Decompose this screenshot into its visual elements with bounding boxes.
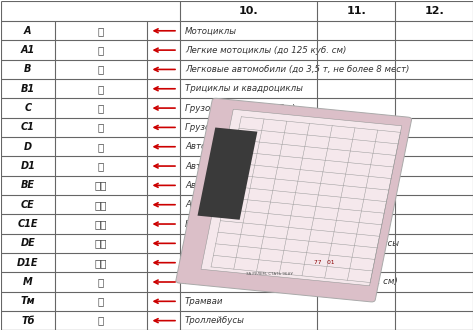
Text: Тб: Тб xyxy=(21,316,35,326)
Text: Трициклы и квадроциклы: Трициклы и квадроциклы xyxy=(185,84,303,93)
Text: 🚋: 🚋 xyxy=(98,296,104,306)
Text: 10.: 10. xyxy=(239,6,259,16)
Text: 🏍: 🏍 xyxy=(98,26,104,36)
Text: A: A xyxy=(24,26,32,36)
Text: 🚌🚚: 🚌🚚 xyxy=(95,258,108,268)
Text: 🛵: 🛵 xyxy=(98,277,104,287)
Text: Легкие мотоциклы (до 125 куб. см): Легкие мотоциклы (до 125 куб. см) xyxy=(185,46,346,55)
Text: 12.: 12. xyxy=(424,6,444,16)
Text: Грузовики (свыше 3,5 т): Грузовики (свыше 3,5 т) xyxy=(185,104,295,113)
Text: Мотоциклы: Мотоциклы xyxy=(185,26,237,35)
Text: 🚌: 🚌 xyxy=(98,142,104,152)
Text: 🚌🚚: 🚌🚚 xyxy=(95,238,108,248)
Text: C1E: C1E xyxy=(18,219,38,229)
Text: D: D xyxy=(24,142,32,152)
Text: C1: C1 xyxy=(21,122,35,132)
Text: 🚚: 🚚 xyxy=(98,84,104,94)
Text: M: M xyxy=(23,277,33,287)
Text: Грузовики подкатегории C1 (до 12 т)*: Грузовики подкатегории C1 (до 12 т)* xyxy=(185,219,360,228)
Text: B1: B1 xyxy=(21,84,35,94)
Text: 🚚: 🚚 xyxy=(98,122,104,132)
Text: 🚗🚚: 🚗🚚 xyxy=(95,180,108,190)
FancyBboxPatch shape xyxy=(176,98,411,302)
Text: Автобусы с прицепом*, сочлененные автобусы: Автобусы с прицепом*, сочлененные автобу… xyxy=(185,239,399,248)
Text: ЗА РУЛЕМ, СТАТЬ 96#У: ЗА РУЛЕМ, СТАТЬ 96#У xyxy=(246,272,292,276)
Text: 🛵: 🛵 xyxy=(98,45,104,55)
Text: A1: A1 xyxy=(21,45,35,55)
Text: Автомобили категории C*: Автомобили категории C* xyxy=(185,200,303,209)
Text: Троллейбусы: Троллейбусы xyxy=(185,316,245,325)
Text: 11.: 11. xyxy=(346,6,366,16)
Text: Автомобили категории B*: Автомобили категории B* xyxy=(185,181,303,190)
Text: 🚚🚚: 🚚🚚 xyxy=(95,219,108,229)
Text: Мопеды и легкие квадроциклы (до 50 куб. см): Мопеды и легкие квадроциклы (до 50 куб. … xyxy=(185,277,398,287)
Text: DE: DE xyxy=(20,238,35,248)
Text: BE: BE xyxy=(21,180,35,190)
Bar xyxy=(198,127,257,220)
Text: 🚗: 🚗 xyxy=(98,65,104,74)
Text: D1E: D1E xyxy=(17,258,38,268)
Text: 🚎: 🚎 xyxy=(98,316,104,326)
Text: Тм: Тм xyxy=(20,296,35,306)
Text: 🚛🚚: 🚛🚚 xyxy=(95,200,108,210)
Text: Автобусы подкатегории D1* (до 12 т)*: Автобусы подкатегории D1* (до 12 т)* xyxy=(185,258,361,267)
Text: Трамваи: Трамваи xyxy=(185,297,224,306)
Bar xyxy=(201,109,402,286)
Text: Автобусы (более 8 мест): Автобусы (более 8 мест) xyxy=(185,142,297,151)
Text: Грузовики (3,5 - 7,5 т): Грузовики (3,5 - 7,5 т) xyxy=(185,123,285,132)
Text: C: C xyxy=(24,103,31,113)
Text: 🚛: 🚛 xyxy=(98,103,104,113)
Text: 77   01: 77 01 xyxy=(314,260,334,265)
Text: CE: CE xyxy=(21,200,35,210)
Text: Автобусы (8 - 16 мест): Автобусы (8 - 16 мест) xyxy=(185,162,287,170)
Text: 🚌: 🚌 xyxy=(98,161,104,171)
Text: Легковые автомобили (до 3,5 т, не более 8 мест): Легковые автомобили (до 3,5 т, не более … xyxy=(185,65,410,74)
Text: D1: D1 xyxy=(20,161,35,171)
Text: B: B xyxy=(24,65,32,74)
